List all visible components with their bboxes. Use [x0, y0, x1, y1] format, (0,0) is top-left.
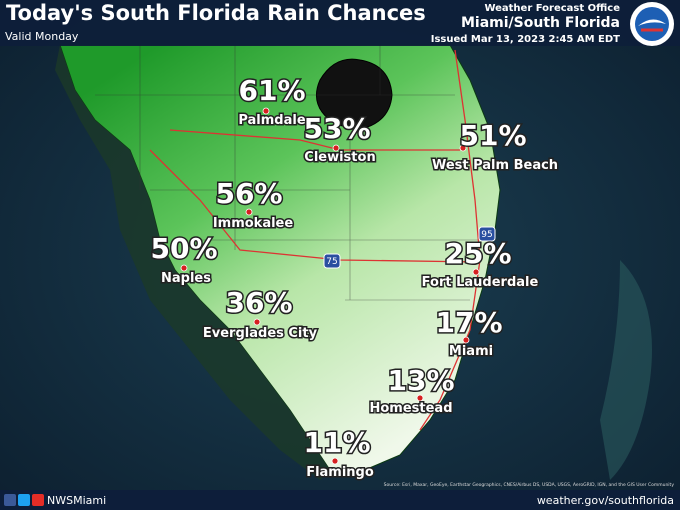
city-dot [180, 264, 188, 272]
nws-logo [630, 2, 674, 46]
twitter-icon[interactable] [18, 494, 30, 506]
city-dot [253, 318, 261, 326]
shield-label: 75 [326, 257, 337, 267]
office-name: Miami/South Florida [461, 15, 620, 31]
city-name: Naples [161, 271, 211, 286]
rain-chance: 50% [150, 232, 217, 265]
rain-chance: 51% [459, 119, 526, 152]
issued-time: Issued Mar 13, 2023 2:45 AM EDT [431, 34, 620, 45]
attribution: Source: Esri, Maxar, GeoEye, Earthstar G… [384, 482, 675, 488]
city-dot [459, 144, 467, 152]
social-handle: NWSMiami [47, 494, 106, 507]
rain-chance: 11% [303, 426, 370, 459]
rain-chance: 25% [444, 237, 511, 270]
city-dot [416, 394, 424, 402]
city-dot [462, 336, 470, 344]
city-dot [332, 144, 340, 152]
city-dot [331, 457, 339, 465]
city-name: Clewiston [304, 150, 375, 165]
valid-time: Valid Monday [5, 30, 79, 43]
rain-chance: 13% [387, 364, 454, 397]
rain-chance: 56% [215, 177, 282, 210]
highway [169, 129, 460, 151]
facebook-icon[interactable] [4, 494, 16, 506]
gulf-coast-marsh [55, 45, 330, 480]
highway [149, 149, 481, 263]
city-name: Everglades City [203, 326, 318, 341]
city-dot [262, 107, 270, 115]
city-name: Palmdale [238, 113, 305, 128]
highway-shield: 95 [478, 226, 496, 242]
city-name: Homestead [369, 401, 452, 416]
office-line: Weather Forecast Office [484, 3, 620, 14]
lake-okeechobee [316, 58, 393, 129]
city-name: Flamingo [306, 465, 374, 480]
rain-chance: 53% [303, 112, 370, 145]
highway-shield: 75 [323, 253, 341, 269]
rain-chance: 17% [435, 306, 502, 339]
rain-chance: 36% [225, 286, 292, 319]
shield-label: 95 [481, 230, 492, 240]
city-name: West Palm Beach [432, 158, 558, 173]
city-dot [472, 268, 480, 276]
youtube-icon[interactable] [32, 494, 44, 506]
footer-bar [0, 490, 680, 510]
city-name: Immokalee [213, 216, 294, 231]
website[interactable]: weather.gov/southflorida [537, 494, 674, 507]
bahamas-shelf [600, 260, 652, 480]
city-name: Miami [449, 344, 493, 359]
rain-chance: 61% [238, 74, 305, 107]
title: Today's South Florida Rain Chances [6, 1, 426, 25]
header-bar [0, 0, 680, 46]
city-dot [245, 208, 253, 216]
county-lines [95, 45, 500, 301]
highway [419, 49, 481, 431]
city-name: Fort Lauderdale [422, 275, 539, 290]
